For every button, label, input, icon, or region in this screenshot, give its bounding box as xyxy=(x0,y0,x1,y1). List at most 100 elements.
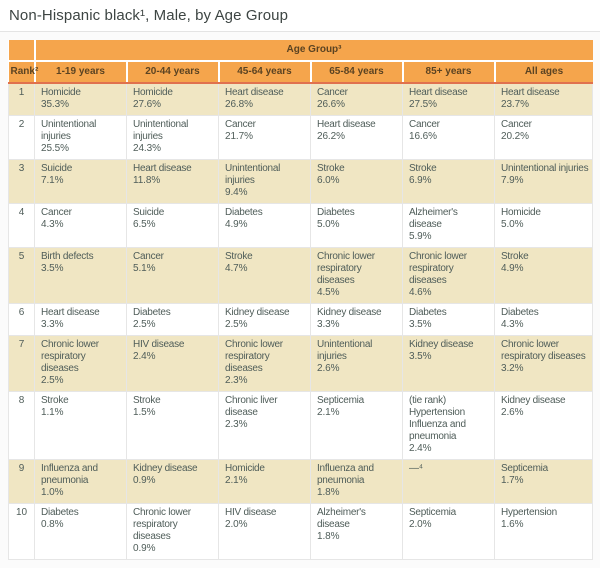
cause-cell: Influenza and pneumonia 1.0% xyxy=(34,459,127,504)
cause-percent: 4.3% xyxy=(501,319,524,330)
cause-cell: Chronic lower respiratory diseases 0.9% xyxy=(126,503,219,560)
cause-cell: Kidney disease 2.5% xyxy=(218,303,311,336)
table-row: 7 Chronic lower respiratory diseases 2.5% H… xyxy=(8,335,593,392)
cause-percent: 2.5% xyxy=(225,319,248,330)
cause-name: Chronic lower respiratory diseases xyxy=(501,339,586,362)
page-title-bar: Non-Hispanic black¹, Male, by Age Group xyxy=(0,0,600,32)
cause-percent: 2.6% xyxy=(501,407,524,418)
cause-percent: 2.3% xyxy=(225,419,248,430)
cause-percent: 1.0% xyxy=(41,487,64,498)
cause-cell: HIV disease 2.4% xyxy=(126,335,219,392)
cause-name: Heart disease xyxy=(317,119,376,130)
cause-cell: Stroke 1.1% xyxy=(34,391,127,460)
rank-cell: 1 xyxy=(8,82,35,116)
cause-cell: Heart disease 27.5% xyxy=(402,82,495,116)
cause-cell: Septicemia 1.7% xyxy=(494,459,593,504)
cause-percent: 2.4% xyxy=(409,443,432,454)
cause-cell: Septicemia 2.0% xyxy=(402,503,495,560)
cause-cell: Cancer 5.1% xyxy=(126,247,219,304)
age-group-header: Age Group³ xyxy=(33,40,593,62)
cause-name: Diabetes xyxy=(41,507,79,518)
cause-percent: 1.1% xyxy=(41,407,64,418)
cause-cell: Chronic lower respiratory diseases 2.3% xyxy=(218,335,311,392)
cause-cell: Heart disease 26.8% xyxy=(218,82,311,116)
cause-percent: 0.9% xyxy=(133,543,156,554)
cause-cell: Suicide 7.1% xyxy=(34,159,127,204)
cause-cell: (tie rank) Hypertension Influenza and pn… xyxy=(402,391,495,460)
cause-cell: Heart disease 3.3% xyxy=(34,303,127,336)
cause-name: Heart disease xyxy=(133,163,192,174)
table-row: 9 Influenza and pneumonia 1.0% Kidney disea… xyxy=(8,459,593,504)
cause-cell: Unintentional injuries 2.6% xyxy=(310,335,403,392)
cause-name: Stroke xyxy=(501,251,529,262)
cause-percent: 2.5% xyxy=(41,375,64,386)
column-header-all-ages: All ages xyxy=(493,61,593,84)
cause-percent: 11.8% xyxy=(133,175,161,186)
cause-name: Septicemia xyxy=(501,463,548,474)
column-header-20-44: 20-44 years xyxy=(125,61,219,84)
cause-name: —⁴ xyxy=(409,463,423,474)
cause-percent: 3.3% xyxy=(317,319,340,330)
cause-percent: 3.5% xyxy=(41,263,64,274)
cause-name: Alzheimer's disease xyxy=(409,207,458,230)
table-row: 5 Birth defects 3.5% Cancer 5.1% Stroke 4.7% Ch… xyxy=(8,247,593,304)
cause-cell: Stroke 4.7% xyxy=(218,247,311,304)
cause-name: Influenza and pneumonia xyxy=(317,463,374,486)
table-row: 3 Suicide 7.1% Heart disease 11.8% Unintentio… xyxy=(8,159,593,204)
cause-cell: Unintentional injuries 25.5% xyxy=(34,115,127,160)
cause-percent: 27.5% xyxy=(409,99,437,110)
table-row: 4 Cancer 4.3% Suicide 6.5% Diabetes 4.9% Diabet… xyxy=(8,203,593,248)
table-container: Age Group³ Rank² 1-19 years 20-44 years … xyxy=(0,32,600,568)
table-row: 2 Unintentional injuries 25.5% Unintentiona… xyxy=(8,115,593,160)
cause-cell: Diabetes 0.8% xyxy=(34,503,127,560)
cause-name: Stroke xyxy=(133,395,161,406)
cause-cell: HIV disease 2.0% xyxy=(218,503,311,560)
cause-name: Unintentional injuries xyxy=(133,119,189,142)
cause-name: Suicide xyxy=(133,207,165,218)
cause-name: Alzheimer's disease xyxy=(317,507,366,530)
cause-percent: 1.5% xyxy=(133,407,156,418)
cause-cell: Cancer 26.6% xyxy=(310,82,403,116)
cause-cell: Unintentional injuries 7.9% xyxy=(494,159,593,204)
cause-percent: 2.6% xyxy=(317,363,340,374)
cause-cell: Homicide 27.6% xyxy=(126,82,219,116)
table-row: 1 Homicide 35.3% Homicide 27.6% Heart disease… xyxy=(8,82,593,116)
cause-name: Diabetes xyxy=(133,307,171,318)
cause-percent: 26.8% xyxy=(225,99,253,110)
cause-percent: 26.2% xyxy=(317,131,345,142)
cause-cell: Cancer 20.2% xyxy=(494,115,593,160)
rank-cell: 9 xyxy=(8,459,35,504)
cause-cell: Unintentional injuries 9.4% xyxy=(218,159,311,204)
cause-cell: Cancer 16.6% xyxy=(402,115,495,160)
cause-name: Kidney disease xyxy=(501,395,566,406)
cause-cell: Suicide 6.5% xyxy=(126,203,219,248)
rank-cell: 7 xyxy=(8,335,35,392)
cause-name: Kidney disease xyxy=(409,339,474,350)
cause-cell: Heart disease 11.8% xyxy=(126,159,219,204)
cause-name: Cancer xyxy=(501,119,532,130)
cause-percent: 25.5% xyxy=(41,143,69,154)
cause-percent: 4.9% xyxy=(501,263,524,274)
cause-percent: 1.8% xyxy=(317,531,340,542)
cause-cell: Stroke 6.9% xyxy=(402,159,495,204)
cause-percent: 0.8% xyxy=(41,519,64,530)
cause-name: Heart disease xyxy=(501,87,560,98)
leading-causes-table: Age Group³ Rank² 1-19 years 20-44 years … xyxy=(8,40,593,560)
cause-cell: Stroke 6.0% xyxy=(310,159,403,204)
cause-name: Diabetes xyxy=(317,207,355,218)
cause-cell: Unintentional injuries 24.3% xyxy=(126,115,219,160)
cause-cell: Diabetes 4.3% xyxy=(494,303,593,336)
cause-cell: Alzheimer's disease 1.8% xyxy=(310,503,403,560)
cause-name: Chronic liver disease xyxy=(225,395,278,418)
cause-percent: 1.7% xyxy=(501,475,524,486)
cause-percent: 35.3% xyxy=(41,99,69,110)
cause-name: Kidney disease xyxy=(317,307,382,318)
rank-cell: 4 xyxy=(8,203,35,248)
cause-percent: 26.6% xyxy=(317,99,345,110)
cause-name: Unintentional injuries xyxy=(501,163,589,174)
cause-name: Heart disease xyxy=(225,87,284,98)
cause-cell: Heart disease 26.2% xyxy=(310,115,403,160)
cause-cell: Kidney disease 3.5% xyxy=(402,335,495,392)
cause-cell: Influenza and pneumonia 1.8% xyxy=(310,459,403,504)
cause-cell: Stroke 1.5% xyxy=(126,391,219,460)
